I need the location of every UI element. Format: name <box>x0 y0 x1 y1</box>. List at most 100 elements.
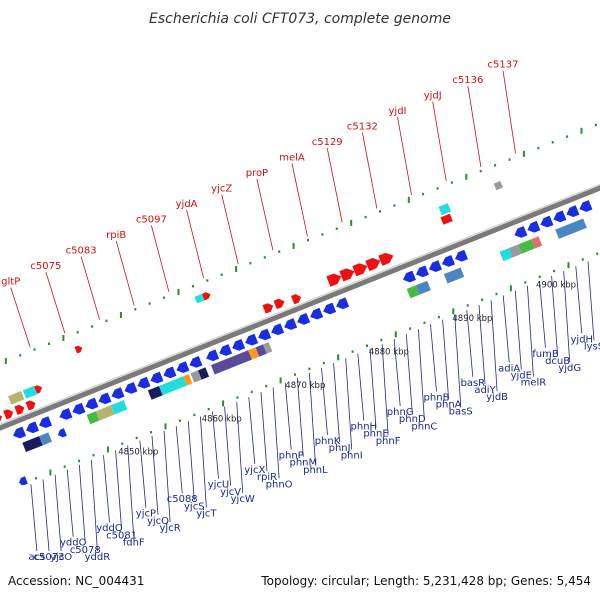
tick-dot <box>422 192 425 196</box>
forward-gene-label: rpiB <box>106 230 126 241</box>
reverse-label-leader <box>66 469 74 537</box>
tick-dot <box>364 215 367 219</box>
reverse-label-leader <box>466 309 474 377</box>
tick-dot <box>351 350 354 353</box>
tick-dot <box>106 446 109 453</box>
forward-gene-block <box>493 181 503 191</box>
tick-dot <box>466 304 469 307</box>
gene-feature-layer <box>0 181 593 486</box>
reverse-label-leader <box>260 392 268 472</box>
kbp-marker-label: 4850 kbp <box>118 448 158 458</box>
reverse-gene-arrow <box>323 302 337 315</box>
kbp-marker-layer: 4850 kbp 4860 kbp 4870 kbp 4880 kbp 4890 kbp… <box>118 281 576 458</box>
tick-dot <box>222 400 225 407</box>
reverse-gene-label: phnP <box>279 451 304 462</box>
dotted-tick-rows <box>4 123 599 486</box>
reverse-label-leader <box>187 421 195 501</box>
reverse-gene-label: phnK <box>315 436 341 447</box>
reverse-gene-label: acs <box>28 552 45 563</box>
reverse-label-leader <box>103 455 110 523</box>
tick-dot <box>596 252 599 255</box>
tick-dot <box>379 210 381 213</box>
reverse-label-leader <box>78 464 86 544</box>
reverse-label-leader <box>405 334 413 414</box>
kbp-marker-label: 4890 kbp <box>452 314 492 324</box>
forward-gene-label: melA <box>279 153 305 164</box>
reverse-gene-label: rpiR <box>257 472 277 483</box>
tick-dot <box>553 269 556 273</box>
reverse-gene-label: phnE <box>363 429 388 440</box>
reverse-gene-block <box>39 432 53 446</box>
reverse-label-leader <box>502 295 510 363</box>
tick-dot <box>594 123 597 127</box>
tick-dot <box>164 423 167 430</box>
forward-gene-label: c5137 <box>488 60 519 71</box>
reverse-label-leader <box>127 445 135 537</box>
reverse-label-leader <box>236 401 244 493</box>
forward-gene-label: yjcZ <box>211 184 232 195</box>
reverse-gene-label: phnA <box>436 400 462 411</box>
reverse-gene-label: yjcQ <box>147 516 169 527</box>
forward-gene-label: yjdJ <box>424 91 442 102</box>
reverse-gene-arrow <box>540 215 554 228</box>
backbone-line <box>0 185 600 431</box>
tick-dot <box>452 308 455 315</box>
reverse-gene-arrow <box>206 349 220 362</box>
tick-dot <box>537 146 540 150</box>
reverse-label-leader <box>393 338 401 407</box>
reverse-gene-arrow <box>57 428 67 438</box>
gene-label-layer: nrfGgltPc5075c5083rpiBc5097yjdAyjcZproPm… <box>1 60 600 564</box>
reverse-label-leader <box>296 377 304 457</box>
tick-dot <box>294 373 296 376</box>
reverse-label-leader <box>42 479 50 552</box>
tick-dot <box>63 465 66 468</box>
tick-dot <box>279 377 282 384</box>
reverse-gene-label: yjcR <box>160 523 181 534</box>
tick-dot <box>191 285 194 288</box>
tick-dot <box>193 413 196 417</box>
reverse-label-leader <box>345 358 353 450</box>
reverse-label-leader <box>212 411 219 479</box>
reverse-label-leader <box>587 261 595 341</box>
reverse-gene-label: c5073 <box>34 552 65 563</box>
reverse-label-leader <box>284 382 292 450</box>
reverse-gene-block <box>443 267 465 284</box>
forward-gene-label: c5075 <box>30 261 61 272</box>
reverse-label-leader <box>527 285 534 377</box>
reverse-gene-arrow <box>59 408 73 420</box>
reverse-label-leader <box>321 367 328 436</box>
reverse-gene-block <box>555 218 587 239</box>
forward-label-leader <box>291 163 308 237</box>
reverse-gene-label: yjcV <box>220 487 241 498</box>
reverse-label-leader <box>115 450 122 530</box>
reverse-label-leader <box>333 363 340 443</box>
reverse-label-leader <box>381 343 389 435</box>
tick-dot <box>524 281 527 284</box>
reverse-gene-arrow <box>402 270 416 283</box>
tick-dot <box>479 169 482 173</box>
tick-dot <box>494 164 497 167</box>
reverse-gene-label: c5081 <box>106 530 137 541</box>
reverse-gene-block <box>415 280 431 295</box>
tick-dot <box>567 262 570 269</box>
reverse-gene-arrow <box>566 205 580 218</box>
reverse-label-leader <box>478 304 486 385</box>
tick-dot <box>148 302 151 305</box>
reverse-gene-arrow <box>258 328 272 341</box>
forward-gene-arrow <box>3 409 14 420</box>
reverse-gene-label: phnG <box>387 407 414 418</box>
reverse-gene-label: c5078 <box>70 545 101 556</box>
reverse-gene-arrow <box>176 361 190 373</box>
forward-gene-arrow <box>365 258 381 272</box>
reverse-gene-arrow <box>297 312 311 325</box>
tick-dot <box>278 250 281 253</box>
forward-strand-features <box>0 181 503 424</box>
reverse-gene-label: basS <box>449 407 473 418</box>
reverse-gene-arrow <box>232 338 246 351</box>
forward-gene-arrow <box>291 294 302 305</box>
tick-dot <box>236 396 239 399</box>
reverse-gene-block <box>210 350 252 375</box>
reverse-gene-label: phnI <box>341 450 363 461</box>
reverse-gene-label: yjcW <box>231 494 255 505</box>
reverse-label-leader <box>454 314 462 406</box>
